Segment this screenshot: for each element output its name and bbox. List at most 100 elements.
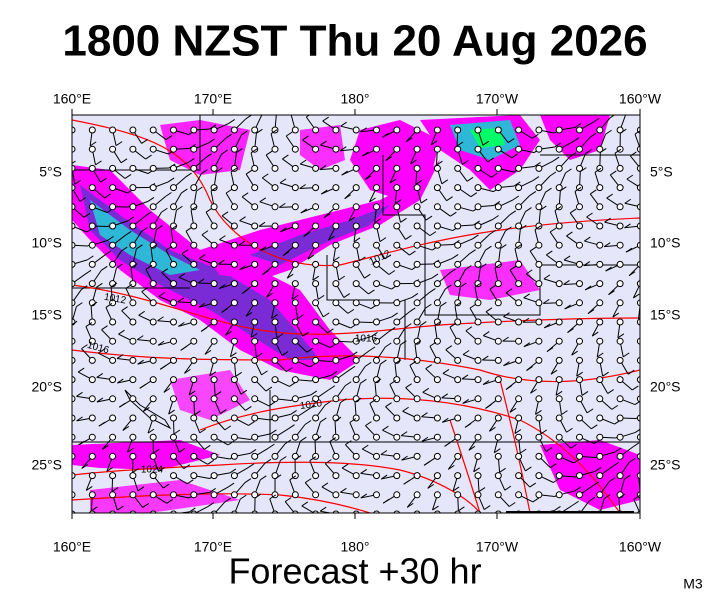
station xyxy=(271,318,279,326)
barb-flag xyxy=(421,412,428,418)
station xyxy=(393,222,401,230)
barb-staff xyxy=(340,514,356,517)
station xyxy=(352,337,360,345)
station xyxy=(352,260,360,268)
barb-flag xyxy=(379,237,387,243)
station xyxy=(291,337,299,345)
barb-flag xyxy=(608,290,615,296)
station xyxy=(454,510,462,513)
barb-flag xyxy=(440,301,447,307)
station xyxy=(251,280,259,288)
station xyxy=(210,337,218,345)
station xyxy=(72,337,76,345)
barb-flag xyxy=(485,245,492,251)
station xyxy=(474,145,482,153)
station xyxy=(636,433,640,441)
station xyxy=(555,318,563,326)
barb-flag xyxy=(509,265,517,271)
barb-flag xyxy=(167,177,175,183)
barb-flag xyxy=(83,212,91,218)
station xyxy=(515,126,523,134)
station xyxy=(170,299,177,307)
barb-flag xyxy=(165,245,173,251)
barb-flag xyxy=(230,167,238,173)
station xyxy=(170,510,177,513)
station xyxy=(373,414,380,422)
barb-flag xyxy=(360,493,368,499)
barb-flag xyxy=(101,325,108,331)
barb-staff xyxy=(72,437,73,438)
station xyxy=(616,260,624,268)
barb-flag xyxy=(532,497,540,503)
station xyxy=(72,184,76,192)
station xyxy=(535,164,543,172)
barb-flag xyxy=(288,424,295,430)
barb-flag xyxy=(227,482,235,488)
barb-flag xyxy=(341,170,348,176)
barb-flag xyxy=(387,522,393,526)
barb-flag xyxy=(71,526,77,530)
barb-flag xyxy=(607,389,614,394)
barb-flag xyxy=(371,331,378,337)
station xyxy=(454,491,462,499)
station xyxy=(454,318,462,326)
barb-flag xyxy=(240,494,247,500)
station xyxy=(190,472,198,480)
copyright: Copyright metvuw.com xyxy=(514,512,625,524)
station xyxy=(576,337,583,345)
map-area: 1012 1012 1016 1016 1020 1024 Copyright … xyxy=(64,110,646,530)
barb-flag xyxy=(400,431,408,437)
barb-flag xyxy=(180,345,187,351)
station xyxy=(454,241,462,249)
station xyxy=(230,299,238,307)
barb-flag xyxy=(147,196,155,202)
barb-flag xyxy=(415,179,423,185)
barb-flag xyxy=(640,110,646,114)
station xyxy=(230,337,238,345)
barb-flag xyxy=(282,251,290,257)
station xyxy=(352,203,360,211)
barb-flag xyxy=(465,265,472,270)
station xyxy=(576,164,583,172)
barb-staff xyxy=(639,341,640,342)
barb-flag xyxy=(74,179,82,185)
station xyxy=(170,433,177,441)
barb-flag xyxy=(247,463,255,469)
barb-flag xyxy=(300,208,308,214)
barb-flag xyxy=(86,486,93,491)
barb-flag xyxy=(602,371,609,377)
barb-flag xyxy=(64,140,70,144)
station xyxy=(271,241,279,249)
station xyxy=(251,145,259,153)
station xyxy=(474,452,482,460)
station xyxy=(210,376,218,384)
barb-flag xyxy=(462,399,469,404)
station xyxy=(170,472,177,480)
station xyxy=(109,414,117,422)
station xyxy=(555,145,563,153)
barb-flag xyxy=(507,138,515,143)
barb-flag xyxy=(545,447,553,452)
station xyxy=(210,318,218,326)
station xyxy=(72,280,76,288)
station xyxy=(251,241,259,249)
station xyxy=(393,414,401,422)
station xyxy=(149,318,157,326)
station xyxy=(373,356,380,364)
station xyxy=(474,414,482,422)
barb-flag xyxy=(368,346,376,352)
barb-flag xyxy=(385,156,392,162)
station xyxy=(535,184,543,192)
station xyxy=(230,126,238,134)
station xyxy=(494,414,502,422)
station xyxy=(474,184,482,192)
station xyxy=(291,241,299,249)
station xyxy=(413,260,421,268)
station xyxy=(433,184,441,192)
barb-flag xyxy=(492,215,499,220)
station xyxy=(72,126,76,134)
barb-flag xyxy=(266,292,273,298)
barb-flag xyxy=(98,421,106,427)
barb-flag xyxy=(491,172,498,178)
barb-flag xyxy=(427,483,435,489)
